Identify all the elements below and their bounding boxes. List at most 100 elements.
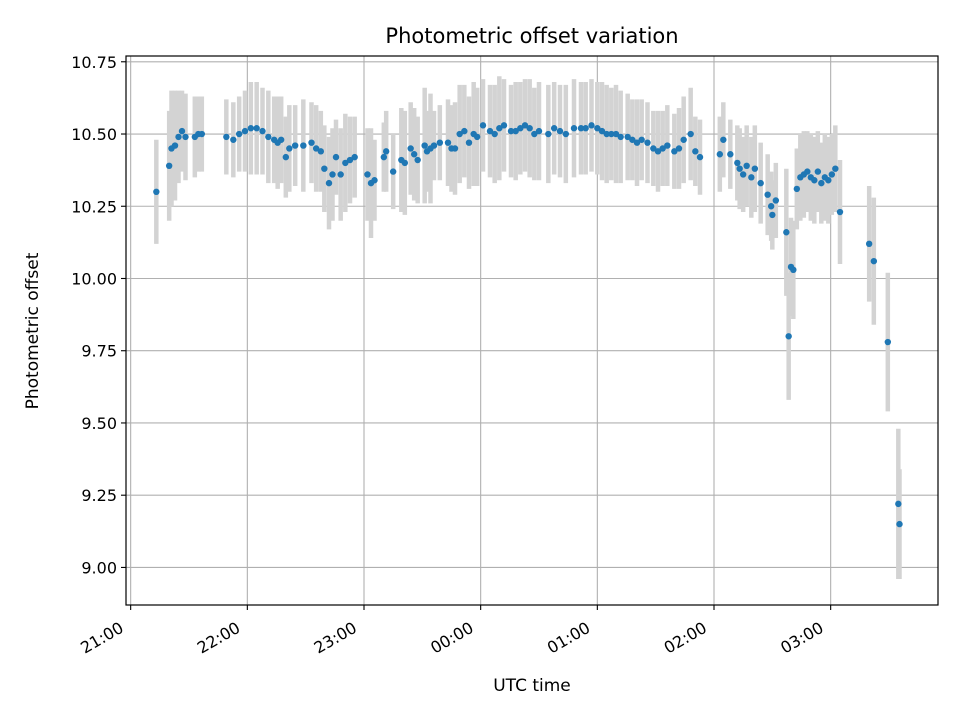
data-point <box>351 153 358 161</box>
data-point <box>410 151 418 158</box>
data-point <box>346 156 354 164</box>
y-tick-label: 9.00 <box>81 558 117 577</box>
data-point <box>638 136 645 143</box>
data-point <box>321 165 328 172</box>
data-point <box>644 139 651 146</box>
data-point <box>277 136 285 143</box>
data-point <box>650 145 657 152</box>
data-point <box>291 142 299 149</box>
data-point <box>790 266 797 274</box>
data-point <box>814 168 822 175</box>
data-point <box>451 145 459 152</box>
data-point <box>769 211 776 219</box>
x-axis-title: UTC time <box>493 676 571 696</box>
y-tick-label: 10.75 <box>71 53 117 72</box>
data-point <box>734 159 741 167</box>
data-point <box>680 136 687 143</box>
data-point <box>671 148 678 155</box>
data-point <box>692 148 699 155</box>
data-point <box>389 168 397 175</box>
data-point <box>198 130 206 138</box>
data-point <box>479 122 487 129</box>
data-point <box>783 229 790 236</box>
data-point <box>241 127 249 135</box>
data-point <box>153 188 160 196</box>
data-point <box>461 127 468 135</box>
data-point <box>603 130 610 138</box>
data-point <box>594 125 601 132</box>
data-point <box>736 165 743 172</box>
data-point <box>598 127 606 135</box>
data-point <box>465 139 473 146</box>
data-point <box>300 142 307 149</box>
data-point <box>223 133 230 141</box>
data-point <box>407 145 414 152</box>
data-point <box>380 153 388 161</box>
y-tick-label: 9.75 <box>81 342 117 361</box>
data-point <box>832 165 839 172</box>
data-point <box>444 139 452 146</box>
data-point <box>235 130 243 138</box>
data-point <box>562 130 570 138</box>
data-point <box>230 136 237 143</box>
data-point <box>253 125 260 132</box>
data-point <box>517 125 524 132</box>
data-point <box>550 125 558 132</box>
data-point <box>526 125 533 132</box>
data-point <box>818 179 825 187</box>
chart-title: Photometric offset variation <box>385 24 678 48</box>
data-point <box>259 127 266 135</box>
data-point <box>739 171 747 178</box>
data-point <box>811 177 818 184</box>
data-point <box>286 145 293 152</box>
data-point <box>507 127 515 135</box>
data-point <box>588 122 595 129</box>
data-point <box>727 151 734 158</box>
data-point <box>521 122 529 129</box>
data-point <box>764 191 771 198</box>
data-point <box>512 127 519 135</box>
data-point <box>696 153 704 161</box>
data-point <box>171 142 179 149</box>
data-point <box>748 174 755 181</box>
y-tick-label: 10.50 <box>71 125 117 144</box>
data-point <box>825 177 832 184</box>
data-point <box>757 179 764 187</box>
data-point <box>414 156 421 164</box>
data-point <box>577 125 585 132</box>
data-point <box>612 130 620 138</box>
data-point <box>496 125 503 132</box>
data-point <box>556 127 564 135</box>
data-point <box>895 500 902 508</box>
data-point <box>535 127 543 135</box>
data-point <box>456 130 463 138</box>
data-point <box>317 148 325 155</box>
y-tick-label: 9.25 <box>81 486 117 505</box>
data-point <box>716 151 724 158</box>
data-point <box>182 133 189 141</box>
y-axis-ticks: 9.00 9.25 9.50 9.75 10.00 10.25 10.50 10.75 <box>71 53 126 577</box>
data-point <box>401 159 409 167</box>
data-points <box>153 122 903 528</box>
data-point <box>329 171 336 178</box>
data-point <box>473 133 481 141</box>
plot-frame <box>125 55 939 606</box>
data-point <box>675 145 683 152</box>
data-point <box>582 125 589 132</box>
data-point <box>364 171 371 178</box>
data-point <box>793 185 801 193</box>
data-point <box>664 142 671 149</box>
data-point <box>308 139 315 146</box>
data-point <box>325 179 333 187</box>
data-point <box>720 136 727 143</box>
y-tick-label: 10.00 <box>71 269 117 288</box>
data-point <box>175 133 182 141</box>
data-point <box>342 159 349 167</box>
data-point <box>247 125 255 132</box>
data-point <box>500 122 508 129</box>
data-point <box>178 127 186 135</box>
data-point <box>743 162 750 169</box>
data-point <box>165 162 173 169</box>
data-point <box>486 127 494 135</box>
data-point <box>312 145 320 152</box>
